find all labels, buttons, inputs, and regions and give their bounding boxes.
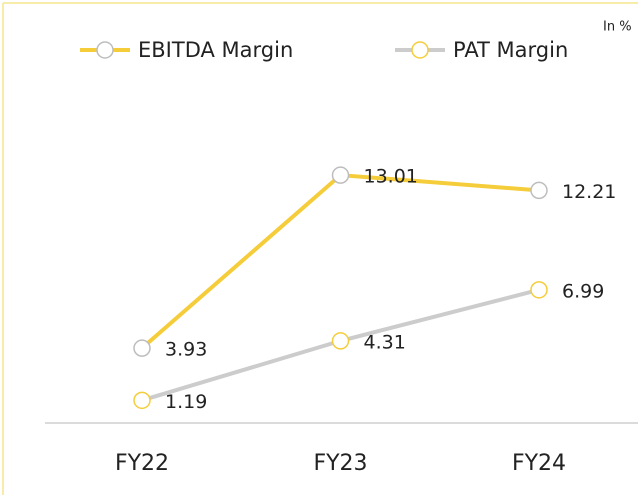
legend-label: PAT Margin [453,38,568,62]
x-tick-label: FY24 [512,451,566,476]
data-point [331,166,350,184]
data-label: 12.21 [562,181,616,203]
data-point [133,391,151,410]
data-label: 1.19 [165,391,207,413]
data-label: 13.01 [364,166,418,188]
data-label: 3.93 [165,339,207,361]
data-point [530,181,548,200]
data-point [331,332,350,350]
data-label: 4.31 [364,331,406,353]
x-tick-label: FY23 [313,451,367,476]
legend-marker [411,41,429,59]
data-point [530,281,548,299]
x-tick-label: FY22 [115,451,169,476]
unit-note: In % [603,20,632,35]
data-label: 6.99 [562,280,604,302]
data-point [133,339,151,357]
series-line [140,173,540,350]
legend-marker [96,41,114,59]
legend-label: EBITDA Margin [138,38,293,62]
